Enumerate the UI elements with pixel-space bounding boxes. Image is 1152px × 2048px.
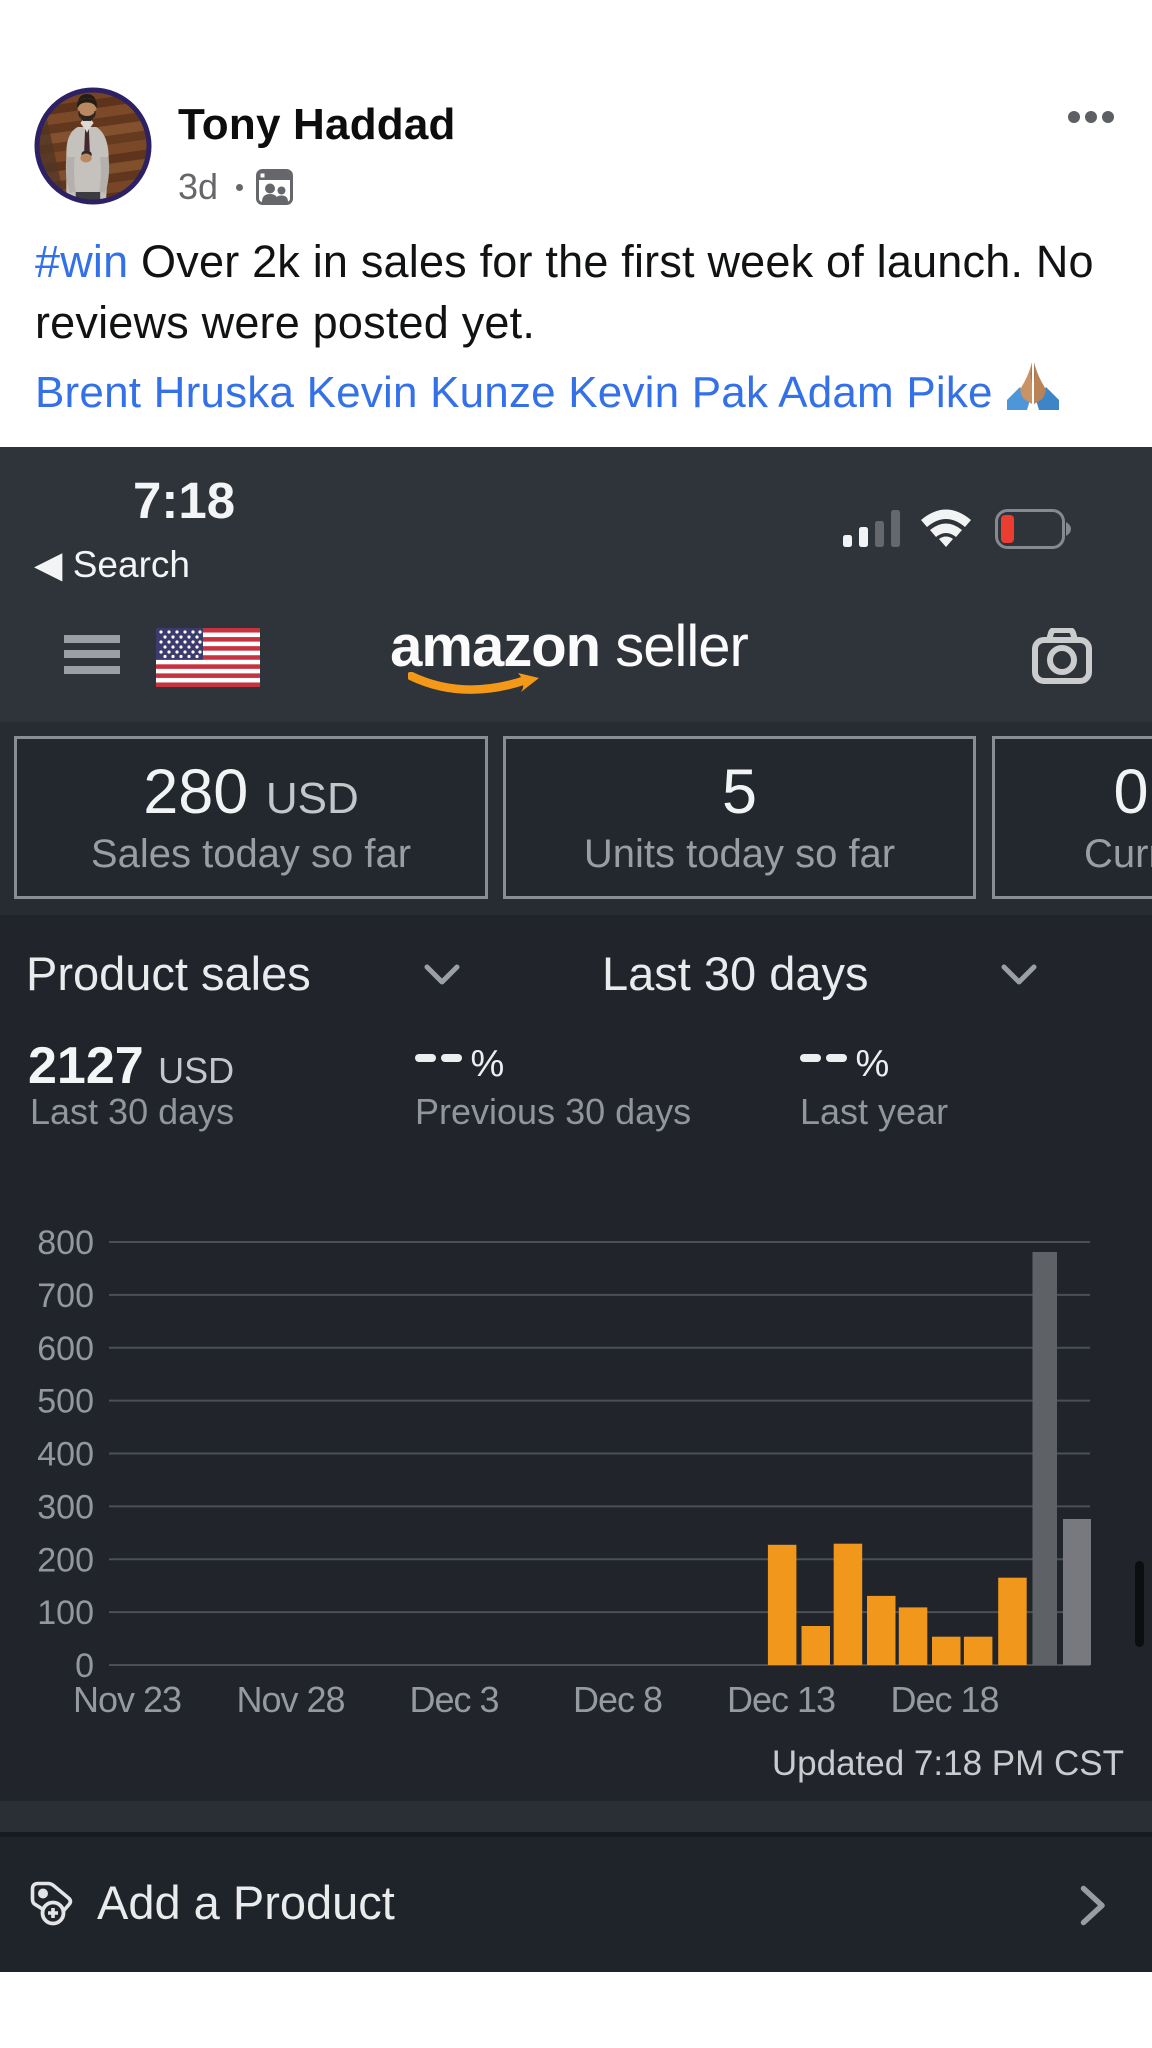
svg-text:Dec 8: Dec 8 [573, 1679, 662, 1720]
svg-text:Nov 23: Nov 23 [73, 1679, 181, 1720]
svg-text:500: 500 [37, 1383, 94, 1421]
svg-text:700: 700 [37, 1277, 94, 1315]
svg-text:300: 300 [37, 1488, 94, 1526]
svg-text:Dec 3: Dec 3 [409, 1679, 498, 1720]
svg-text:100: 100 [37, 1594, 94, 1632]
svg-text:600: 600 [37, 1330, 94, 1368]
svg-text:200: 200 [37, 1541, 94, 1579]
svg-text:Dec 13: Dec 13 [727, 1679, 835, 1720]
svg-text:Nov 28: Nov 28 [236, 1679, 344, 1720]
svg-text:0: 0 [75, 1647, 94, 1685]
svg-text:400: 400 [37, 1436, 94, 1474]
svg-text:800: 800 [37, 1225, 94, 1262]
svg-text:Dec 18: Dec 18 [890, 1679, 998, 1720]
